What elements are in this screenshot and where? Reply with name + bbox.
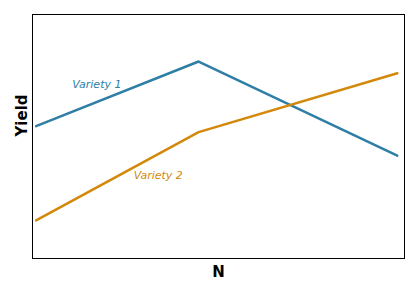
svg-text:Variety 2: Variety 2: [134, 169, 183, 182]
svg-text:Yield: Yield: [13, 94, 31, 137]
svg-text:Variety 1: Variety 1: [72, 78, 121, 91]
svg-text:N: N: [212, 263, 225, 281]
